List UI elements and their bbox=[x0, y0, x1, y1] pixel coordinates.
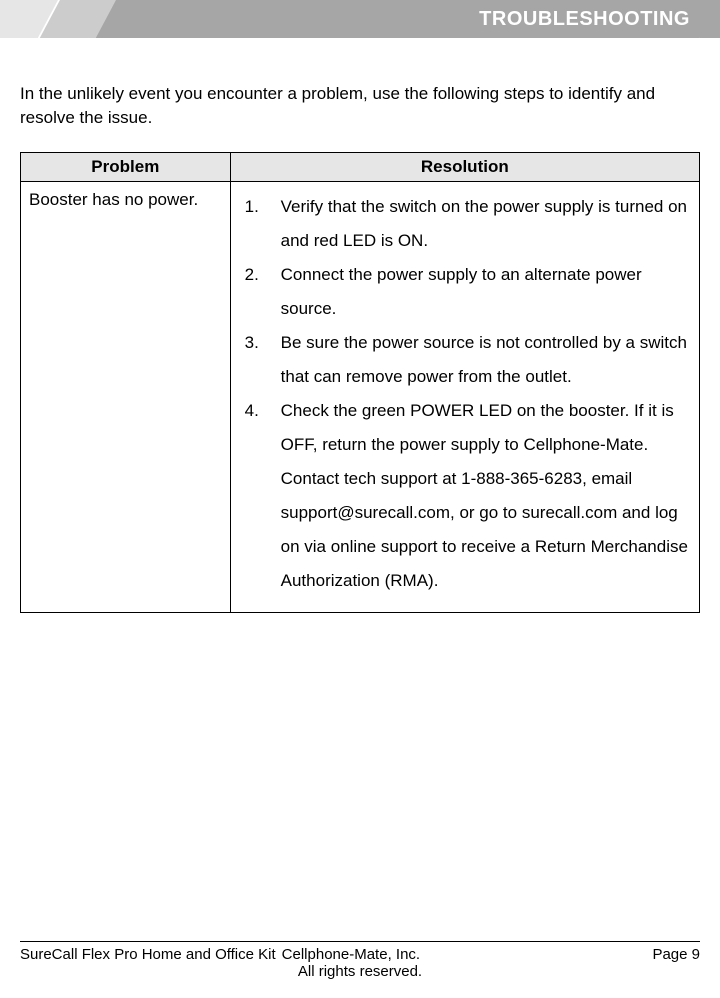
table-header-problem: Problem bbox=[21, 153, 231, 182]
resolution-step: Check the green POWER LED on the booster… bbox=[241, 394, 689, 598]
resolution-step: Connect the power supply to an alternate… bbox=[241, 258, 689, 326]
footer-product: SureCall Flex Pro Home and Office Kit bbox=[20, 946, 276, 963]
footer-row: SureCall Flex Pro Home and Office Kit Ce… bbox=[20, 946, 700, 963]
footer-divider bbox=[20, 941, 700, 942]
table-row: Booster has no power. Verify that the sw… bbox=[21, 182, 700, 613]
footer-company: Cellphone-Mate, Inc. bbox=[276, 946, 653, 963]
header-title: TROUBLESHOOTING bbox=[479, 0, 690, 38]
troubleshoot-table: Problem Resolution Booster has no power.… bbox=[20, 152, 700, 613]
footer-rights: All rights reserved. bbox=[20, 963, 700, 980]
resolution-list: Verify that the switch on the power supp… bbox=[241, 190, 689, 598]
cell-problem: Booster has no power. bbox=[21, 182, 231, 613]
resolution-step: Be sure the power source is not controll… bbox=[241, 326, 689, 394]
resolution-step: Verify that the switch on the power supp… bbox=[241, 190, 689, 258]
table-header-resolution: Resolution bbox=[230, 153, 699, 182]
intro-text: In the unlikely event you encounter a pr… bbox=[20, 82, 700, 130]
header-title-bg-cover bbox=[700, 0, 720, 38]
table-header-row: Problem Resolution bbox=[21, 153, 700, 182]
footer-page: Page 9 bbox=[652, 946, 700, 963]
header-bar: TROUBLESHOOTING bbox=[0, 0, 720, 38]
page: TROUBLESHOOTING In the unlikely event yo… bbox=[0, 0, 720, 998]
footer: SureCall Flex Pro Home and Office Kit Ce… bbox=[20, 941, 700, 980]
cell-resolution: Verify that the switch on the power supp… bbox=[230, 182, 699, 613]
